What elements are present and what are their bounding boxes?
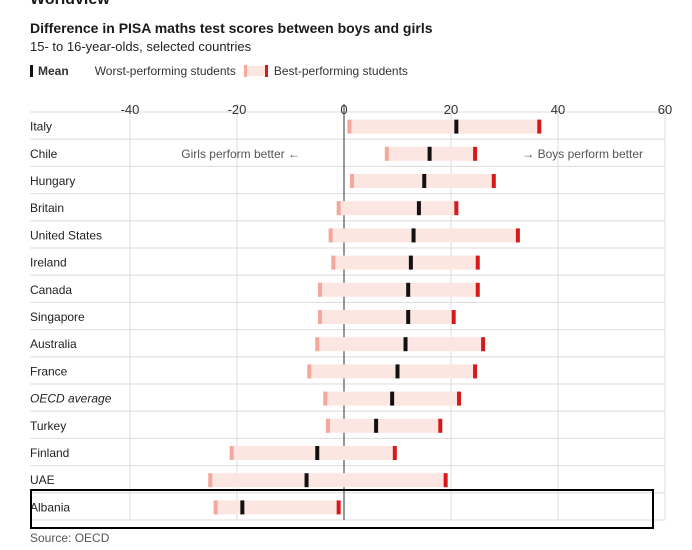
worst-marker xyxy=(336,201,341,216)
worst-marker xyxy=(315,337,320,352)
mean-marker xyxy=(390,391,395,406)
worst-marker xyxy=(323,391,328,406)
best-marker xyxy=(491,174,496,188)
mean-marker xyxy=(403,337,408,352)
best-marker xyxy=(515,228,520,243)
row-label: Italy xyxy=(30,120,52,134)
worst-marker xyxy=(229,446,234,460)
best-marker xyxy=(473,146,478,161)
best-marker xyxy=(473,364,478,379)
range-band xyxy=(317,337,484,352)
range-band xyxy=(215,500,339,515)
x-tick-label: 40 xyxy=(551,102,565,117)
legend-range-swatch xyxy=(243,65,268,77)
best-marker xyxy=(443,473,448,488)
band-layer xyxy=(208,119,542,515)
label-layer: Italy Chile Hungary Britain United States Ire… xyxy=(30,120,112,515)
legend-mean-label: Mean xyxy=(38,64,69,78)
best-marker xyxy=(336,500,341,515)
chart-legend: Mean Worst-performing students Best-perf… xyxy=(30,64,408,78)
source-note: Source: OECD xyxy=(30,531,110,545)
x-tick-label: -40 xyxy=(121,102,140,117)
mean-marker xyxy=(454,119,459,134)
mean-marker xyxy=(315,446,320,460)
row-label: Canada xyxy=(30,283,72,297)
legend-best-swatch xyxy=(264,65,268,77)
mean-marker xyxy=(240,500,245,515)
mean-marker xyxy=(406,282,411,297)
mean-marker xyxy=(408,255,413,270)
best-marker xyxy=(454,201,459,216)
legend-mean-swatch xyxy=(30,65,33,77)
section-heading: Worldview xyxy=(30,0,110,9)
best-marker xyxy=(475,282,480,297)
mean-marker xyxy=(416,201,421,216)
best-marker xyxy=(438,418,443,433)
row-label: United States xyxy=(30,228,102,242)
legend-best-label: Best-performing students xyxy=(273,64,408,78)
worst-marker xyxy=(384,146,389,161)
mean-marker xyxy=(406,310,411,324)
best-marker xyxy=(451,310,456,324)
range-band xyxy=(319,310,454,324)
mean-marker xyxy=(411,228,416,243)
worst-marker xyxy=(325,418,330,433)
x-tick-label: -20 xyxy=(228,102,247,117)
range-band xyxy=(330,228,518,243)
range-band xyxy=(210,473,446,488)
tick-layer: -40 -20 0 20 40 60 xyxy=(121,102,673,117)
row-label: UAE xyxy=(30,473,55,487)
worst-marker xyxy=(350,174,355,188)
row-label: Chile xyxy=(30,147,58,161)
worst-marker xyxy=(328,228,333,243)
row-label: Australia xyxy=(30,337,77,351)
x-tick-label: 20 xyxy=(444,102,458,117)
range-band xyxy=(309,364,476,379)
row-label: Finland xyxy=(30,446,69,460)
range-band xyxy=(338,201,457,216)
row-label: Hungary xyxy=(30,174,75,188)
annotation-layer: Girls perform better ← → Boys perform bet… xyxy=(181,147,643,161)
worst-marker xyxy=(317,310,322,324)
range-band xyxy=(319,282,478,297)
best-marker xyxy=(475,255,480,270)
x-tick-label: 60 xyxy=(658,102,672,117)
row-label: Ireland xyxy=(30,256,67,270)
best-marker xyxy=(392,446,397,460)
mean-marker xyxy=(304,473,309,488)
row-label: Singapore xyxy=(30,310,85,324)
worst-marker xyxy=(331,255,336,270)
mean-marker xyxy=(422,174,427,188)
best-marker xyxy=(537,119,542,134)
legend-worst-label: Worst-performing students xyxy=(94,64,236,78)
row-label: Britain xyxy=(30,201,64,215)
row-label: OECD average xyxy=(30,392,112,406)
worst-marker xyxy=(208,473,213,488)
annotation-boys-better: → Boys perform better xyxy=(522,147,643,161)
worst-marker xyxy=(213,500,218,515)
best-marker xyxy=(457,391,462,406)
mean-marker xyxy=(427,146,432,161)
row-label: Turkey xyxy=(30,419,66,433)
annotation-girls-better: Girls perform better ← xyxy=(181,147,300,161)
chart-title: Difference in PISA maths test scores bet… xyxy=(30,20,433,36)
worst-marker xyxy=(347,119,352,134)
row-label: France xyxy=(30,364,68,378)
worst-marker xyxy=(317,282,322,297)
worst-marker xyxy=(307,364,312,379)
row-label: Albania xyxy=(30,500,70,514)
range-band xyxy=(333,255,478,270)
mean-marker xyxy=(374,418,379,433)
legend-band-swatch xyxy=(246,66,265,76)
range-band xyxy=(349,119,540,134)
mean-marker xyxy=(395,364,400,379)
range-band xyxy=(231,446,395,460)
chart-subtitle: 15- to 16-year-olds, selected countries xyxy=(30,39,252,54)
best-marker xyxy=(481,337,486,352)
legend-worst-swatch xyxy=(243,65,247,77)
x-tick-label: 0 xyxy=(340,102,347,117)
range-band xyxy=(327,418,441,433)
